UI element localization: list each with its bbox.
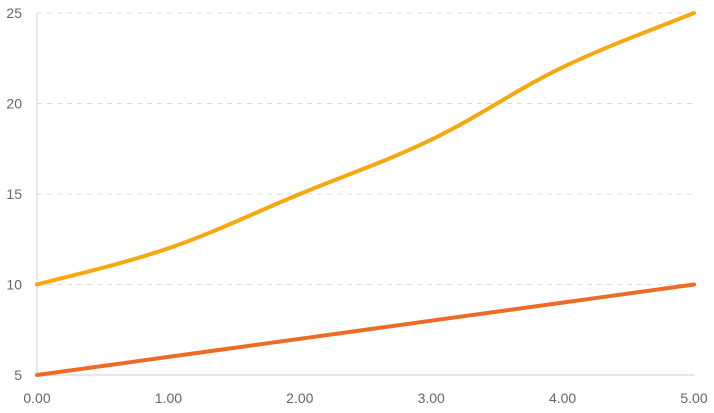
x-tick-label-0: 0.00 — [23, 390, 50, 406]
axes — [36, 13, 694, 376]
y-tick-label-10: 10 — [6, 277, 22, 293]
x-tick-label-1: 1.00 — [155, 390, 182, 406]
y-tick-label-5: 5 — [14, 367, 22, 383]
x-tick-label-2: 2.00 — [286, 390, 313, 406]
series-line-2 — [35, 282, 696, 377]
y-tick-labels: 5 10 15 20 25 — [6, 5, 22, 383]
series-line-1 — [35, 11, 696, 287]
x-tick-labels: 0.00 1.00 2.00 3.00 4.00 5.00 — [23, 390, 707, 406]
x-tick-label-4: 4.00 — [549, 390, 576, 406]
x-tick-label-5: 5.00 — [680, 390, 707, 406]
x-tick-label-3: 3.00 — [418, 390, 445, 406]
series — [35, 11, 696, 377]
y-tick-label-25: 25 — [6, 5, 22, 21]
y-tick-label-15: 15 — [6, 186, 22, 202]
y-tick-label-20: 20 — [6, 96, 22, 112]
